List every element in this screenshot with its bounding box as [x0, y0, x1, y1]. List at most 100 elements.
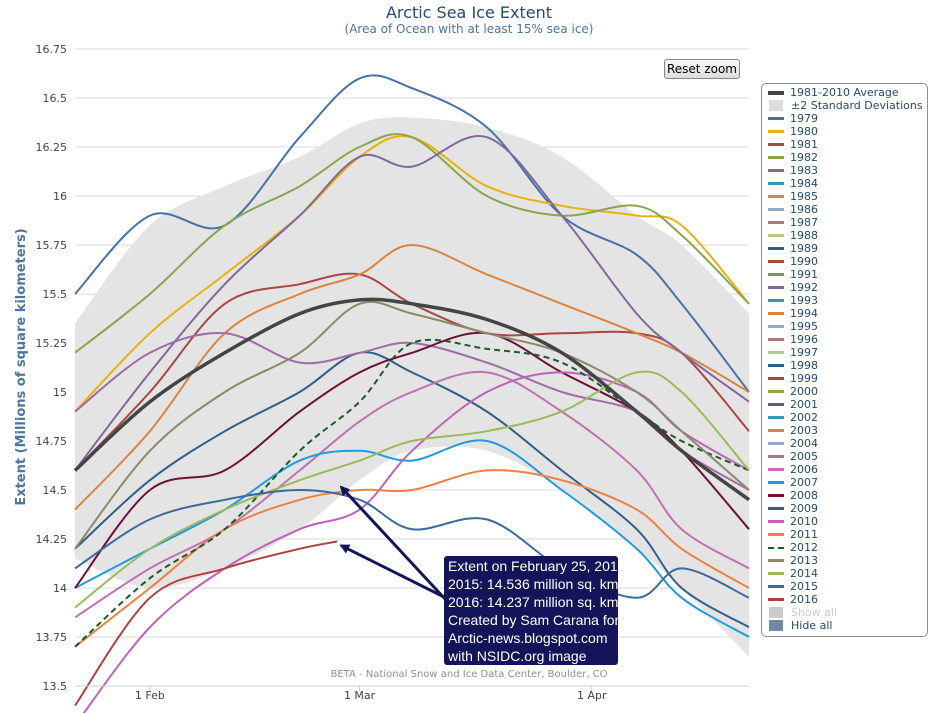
- legend-item-2006[interactable]: 2006: [768, 463, 927, 476]
- reset-zoom-button[interactable]: Reset zoom: [664, 59, 740, 79]
- legend-item-1997[interactable]: 1997: [768, 346, 927, 359]
- legend-label: 1999: [790, 372, 818, 385]
- legend-label: 1981: [790, 138, 818, 151]
- legend-item-2011[interactable]: 2011: [768, 528, 927, 541]
- legend-line-symbol: [768, 90, 784, 95]
- legend-item-hide-all[interactable]: Hide all: [768, 619, 927, 632]
- legend-label: 1987: [790, 216, 818, 229]
- legend-item-2002[interactable]: 2002: [768, 411, 927, 424]
- legend-item-2005[interactable]: 2005: [768, 450, 927, 463]
- legend-line-symbol: [768, 416, 784, 419]
- legend-label: 2011: [790, 528, 818, 541]
- annotation-box: Extent on February 25, 2016 2015: 14.536 …: [444, 556, 626, 665]
- legend-item-1983[interactable]: 1983: [768, 164, 927, 177]
- y-tick-label: 15.5: [43, 288, 68, 301]
- legend-label: 1989: [790, 242, 818, 255]
- legend: 1981-2010 Average ±2 Standard Deviations 1…: [761, 83, 928, 637]
- legend-item-1989[interactable]: 1989: [768, 242, 927, 255]
- series-line-2008: [74, 331, 750, 589]
- legend-line-symbol: [768, 208, 784, 211]
- legend-item-2010[interactable]: 2010: [768, 515, 927, 528]
- legend-label: 2016: [790, 593, 818, 606]
- legend-line-symbol: [768, 247, 784, 250]
- average-line-path: [73, 297, 751, 502]
- series-line-1979: [74, 74, 750, 393]
- legend-item-2015[interactable]: 2015: [768, 580, 927, 593]
- legend-item-1992[interactable]: 1992: [768, 281, 927, 294]
- legend-item-2007[interactable]: 2007: [768, 476, 927, 489]
- y-tick-label: 16: [53, 190, 67, 203]
- legend-item--2-standard-deviations[interactable]: ±2 Standard Deviations: [768, 99, 927, 112]
- legend-item-1998[interactable]: 1998: [768, 359, 927, 372]
- legend-label: 1994: [790, 307, 818, 320]
- y-axis-label: Extent (Millions of square kilometers): [14, 228, 29, 505]
- x-tick-label: 1 Mar: [344, 689, 376, 702]
- legend-item-1984[interactable]: 1984: [768, 177, 927, 190]
- legend-line-symbol: [768, 546, 784, 549]
- legend-item-1994[interactable]: 1994: [768, 307, 927, 320]
- legend-line-symbol: [768, 260, 784, 263]
- legend-item-show-all[interactable]: Show all: [768, 606, 927, 619]
- legend-line-symbol: [768, 273, 784, 276]
- legend-line-symbol: [768, 299, 784, 302]
- legend-item-2004[interactable]: 2004: [768, 437, 927, 450]
- chart-subtitle: (Area of Ocean with at least 15% sea ice…: [345, 22, 594, 36]
- legend-label: 2015: [790, 580, 818, 593]
- legend-line-symbol: [768, 390, 784, 393]
- legend-item-1980[interactable]: 1980: [768, 125, 927, 138]
- legend-label: 1993: [790, 294, 818, 307]
- legend-item-1982[interactable]: 1982: [768, 151, 927, 164]
- legend-label: 1981-2010 Average: [790, 86, 899, 99]
- legend-line-symbol: [768, 169, 784, 172]
- legend-item-2016[interactable]: 2016: [768, 593, 927, 606]
- annotation-arrows: [339, 485, 448, 602]
- credit-text: BETA - National Snow and Ice Data Center…: [330, 669, 607, 680]
- legend-item-2009[interactable]: 2009: [768, 502, 927, 515]
- legend-item-2014[interactable]: 2014: [768, 567, 927, 580]
- y-tick-label: 13.5: [43, 680, 68, 693]
- legend-label: ±2 Standard Deviations: [791, 99, 923, 112]
- legend-line-symbol: [768, 377, 784, 380]
- legend-line-symbol: [768, 468, 784, 471]
- legend-item-1981[interactable]: 1981: [768, 138, 927, 151]
- legend-label: 2010: [790, 515, 818, 528]
- legend-item-2001[interactable]: 2001: [768, 398, 927, 411]
- legend-label: 1997: [790, 346, 818, 359]
- legend-item-1987[interactable]: 1987: [768, 216, 927, 229]
- legend-label: 2009: [790, 502, 818, 515]
- legend-item-2003[interactable]: 2003: [768, 424, 927, 437]
- legend-item-2008[interactable]: 2008: [768, 489, 927, 502]
- y-tick-label: 15.25: [36, 337, 68, 350]
- annotation-line: Extent on February 25, 2016: [448, 558, 626, 574]
- legend-label: 2005: [790, 450, 818, 463]
- legend-line-symbol: [768, 286, 784, 289]
- legend-item-1993[interactable]: 1993: [768, 294, 927, 307]
- legend-item-1985[interactable]: 1985: [768, 190, 927, 203]
- legend-label: 1990: [790, 255, 818, 268]
- legend-label: 1991: [790, 268, 818, 281]
- series-line-2007: [74, 439, 750, 638]
- legend-item-2012[interactable]: 2012: [768, 541, 927, 554]
- legend-item-1995[interactable]: 1995: [768, 320, 927, 333]
- legend-line-symbol: [768, 520, 784, 523]
- legend-label: 2004: [790, 437, 818, 450]
- legend-item-1979[interactable]: 1979: [768, 112, 927, 125]
- legend-item-2013[interactable]: 2013: [768, 554, 927, 567]
- legend-line-symbol: [768, 156, 784, 159]
- legend-label: 1986: [790, 203, 818, 216]
- legend-item-1981-2010-average[interactable]: 1981-2010 Average: [768, 86, 927, 99]
- legend-item-1991[interactable]: 1991: [768, 268, 927, 281]
- legend-label: 2012: [790, 541, 818, 554]
- legend-item-1999[interactable]: 1999: [768, 372, 927, 385]
- legend-line-symbol: [768, 338, 784, 341]
- legend-line-symbol: [768, 572, 784, 575]
- legend-line-symbol: [768, 325, 784, 328]
- legend-item-1988[interactable]: 1988: [768, 229, 927, 242]
- legend-label: Show all: [791, 606, 838, 619]
- legend-item-1996[interactable]: 1996: [768, 333, 927, 346]
- legend-item-1990[interactable]: 1990: [768, 255, 927, 268]
- legend-item-2000[interactable]: 2000: [768, 385, 927, 398]
- y-tick-label: 15: [53, 386, 67, 399]
- legend-item-1986[interactable]: 1986: [768, 203, 927, 216]
